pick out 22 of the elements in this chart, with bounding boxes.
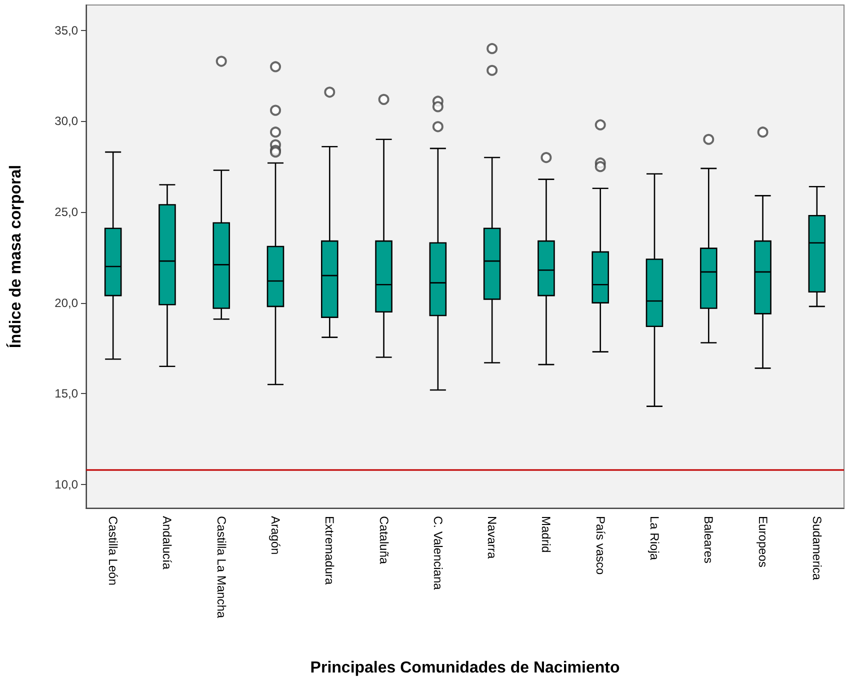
x-tick-label: Sudamerica bbox=[810, 516, 824, 580]
y-tick-label: 35,0 bbox=[54, 23, 78, 38]
y-tick-label: 15,0 bbox=[54, 386, 78, 401]
x-tick-label: C. Valenciana bbox=[430, 516, 445, 590]
x-axis-title: Principales Comunidades de Nacimiento bbox=[310, 660, 620, 676]
x-tick-label: Extremadura bbox=[322, 516, 337, 586]
x-tick-label: Castilla La Mancha bbox=[214, 516, 228, 618]
y-tick-label: 30,0 bbox=[54, 114, 78, 128]
x-tick-label: La Rioja bbox=[648, 516, 662, 560]
x-tick-label: Aragón bbox=[268, 516, 282, 555]
x-tick-label: Europeos bbox=[756, 516, 770, 568]
y-tick-label: 25,0 bbox=[54, 205, 78, 220]
x-tick-label: Madrid bbox=[539, 516, 554, 553]
y-axis-title: Índice de masa corporal bbox=[6, 164, 24, 348]
x-tick-label: Baleares bbox=[702, 516, 716, 564]
x-tick-label: Cataluña bbox=[376, 516, 391, 564]
x-tick-label: País vasco bbox=[593, 516, 608, 576]
x-tick-label: Andalucía bbox=[160, 516, 174, 570]
y-tick-label: 20,0 bbox=[54, 296, 78, 310]
x-tick-label: Navarra bbox=[485, 516, 500, 560]
x-tick-label: Castilla León bbox=[106, 516, 120, 586]
y-tick-label: 10,0 bbox=[54, 477, 78, 492]
